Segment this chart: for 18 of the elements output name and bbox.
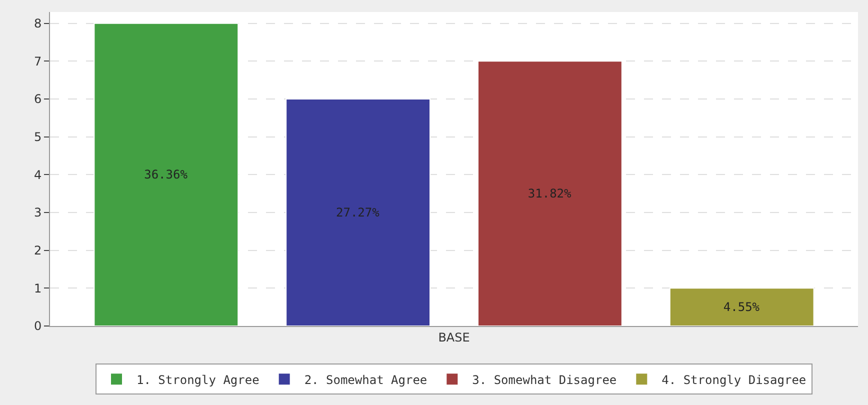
y-tick-label: 8 [34, 16, 42, 31]
y-tick-label: 5 [34, 130, 42, 144]
x-tick-label: BASE [438, 330, 470, 344]
y-tick-label: 4 [34, 168, 42, 182]
y-tick-label: 7 [34, 54, 42, 68]
legend-label: 2. Somewhat Agree [304, 372, 428, 387]
annotation: 27.27% [336, 206, 380, 220]
y-tick-label: 1 [34, 281, 42, 296]
legend-label: 3. Somewhat Disagree [472, 372, 617, 387]
annotation: 4.55% [723, 300, 760, 314]
y-tick-label: 0 [34, 319, 42, 334]
legend-label: 1. Strongly Agree [136, 372, 260, 387]
legend-label: 4. Strongly Disagree [662, 372, 806, 387]
annotation: 36.36% [144, 168, 188, 182]
annotation: 31.82% [528, 186, 572, 201]
y-tick-label: 6 [34, 92, 42, 106]
y-tick-label: 3 [34, 206, 42, 220]
y-tick-label: 2 [34, 244, 42, 258]
